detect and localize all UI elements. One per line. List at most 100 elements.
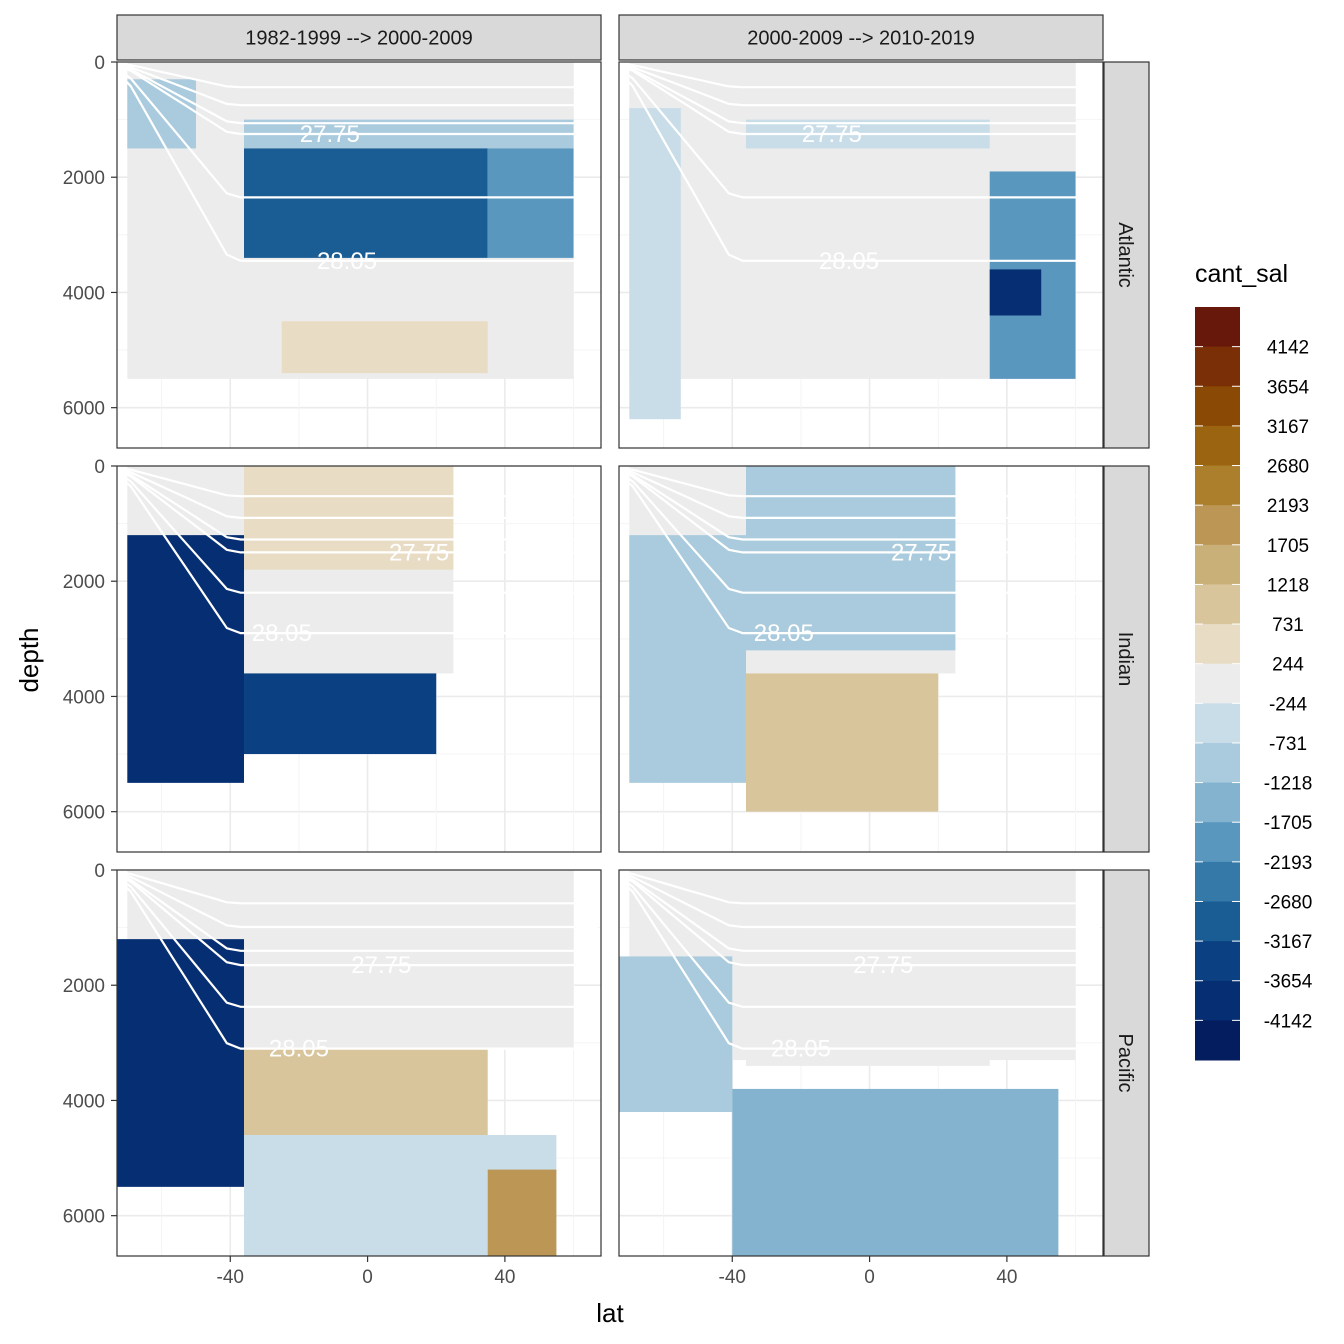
region-strong-negative-block — [244, 148, 488, 258]
isopycnal-label: 27.75 — [389, 539, 449, 566]
isopycnal-line — [117, 62, 598, 89]
isopycnal-line — [117, 469, 598, 554]
legend-swatch — [1195, 425, 1240, 467]
panel-atlantic-1: 27.75 28.05 — [116, 61, 602, 449]
legend-title: cant_sal — [1195, 260, 1288, 288]
x-tick-label: 0 — [362, 1267, 373, 1288]
legend-label: -1218 — [1264, 774, 1313, 795]
region-south-negative-core — [117, 939, 245, 1187]
isopycnal-label: 27.75 — [802, 121, 862, 148]
isopycnal-label: 28.05 — [754, 620, 814, 647]
legend-label: -2680 — [1264, 892, 1313, 913]
isopycnal-line — [619, 469, 1100, 554]
isopycnal-line — [117, 870, 598, 905]
panel-indian-2: 27.75 28.05 — [618, 465, 1104, 853]
isopycnal-line — [117, 467, 598, 520]
isopycnal-line — [619, 878, 1100, 1050]
legend-label: 4142 — [1267, 338, 1309, 359]
region-deep-north-core — [989, 269, 1042, 316]
column-strip-label: 2000-2009 --> 2010-2019 — [747, 28, 974, 50]
legend-label: 2193 — [1267, 496, 1309, 517]
legend-label: -3167 — [1264, 932, 1313, 953]
isopycnal-line — [117, 872, 598, 952]
legend-swatch — [1195, 980, 1240, 1021]
row-strip: Indian — [1103, 465, 1150, 853]
isopycnal-line — [117, 64, 598, 125]
isopycnal-line — [117, 71, 598, 262]
isopycnal-label: 27.75 — [300, 121, 360, 148]
panel-regions — [127, 62, 574, 379]
panel-indian-1: 27.75 28.05 — [116, 465, 602, 853]
isopycnal-label: 28.05 — [819, 248, 879, 275]
y-tick-label: 4000 — [63, 1091, 105, 1112]
x-tick-label: 0 — [864, 1267, 875, 1288]
x-tick-label: -40 — [217, 1267, 244, 1288]
isopycnal-line — [619, 63, 1100, 107]
strip-group: 1982-1999 --> 2000-2009 2000-2009 --> 201… — [116, 14, 1150, 1257]
isopycnal-label: 28.05 — [317, 248, 377, 275]
legend-swatch — [1195, 901, 1240, 942]
isopycnal-line — [619, 471, 1100, 594]
panel-regions — [117, 870, 574, 1256]
legend-swatch — [1195, 782, 1240, 823]
isopycnal-line — [117, 871, 598, 929]
x-axis-title: lat — [596, 1298, 624, 1328]
y-tick-label: 6000 — [63, 803, 105, 824]
y-tick-label: 2000 — [63, 168, 105, 189]
region-deep-positive — [746, 673, 939, 812]
region-deep-negative — [244, 673, 437, 755]
region-north-deep-positive — [487, 1169, 557, 1256]
row-strip-label: Pacific — [1114, 1034, 1136, 1093]
legend-swatch — [1195, 861, 1240, 902]
panel-border — [116, 465, 602, 853]
y-tick-label: 0 — [94, 861, 105, 882]
panel-pacific-1: 27.75 28.05 — [116, 869, 602, 1257]
isopycnal-lines — [619, 62, 1100, 262]
isopycnal-line — [117, 67, 598, 199]
column-strip: 2000-2009 --> 2010-2019 — [618, 14, 1104, 61]
isopycnal-label: 28.05 — [771, 1036, 831, 1063]
legend-label: -244 — [1269, 694, 1307, 715]
isopycnal-line — [619, 67, 1100, 199]
region-positive-block — [746, 165, 990, 293]
isopycnal-lines — [619, 466, 1100, 635]
isopycnal-line — [619, 473, 1100, 635]
legend-label: 3167 — [1267, 417, 1309, 438]
legend-swatch — [1195, 584, 1240, 625]
y-tick-label: 2000 — [63, 572, 105, 593]
legend-swatch — [1195, 386, 1240, 427]
isopycnal-line — [117, 471, 598, 594]
isopycnal-line — [117, 466, 598, 498]
legend-label: 3654 — [1267, 377, 1310, 398]
legend-label: 244 — [1272, 655, 1304, 676]
legend-swatch — [1195, 544, 1240, 585]
region-deep-negative — [732, 1088, 1059, 1256]
row-strip: Pacific — [1103, 869, 1150, 1257]
isopycnal-line — [619, 871, 1100, 929]
region-mid-depth-positive — [244, 1048, 488, 1136]
strip-background — [618, 14, 1104, 61]
isopycnal-lines — [117, 62, 598, 262]
y-tick-label: 0 — [94, 53, 105, 74]
isopycnal-line — [117, 473, 598, 635]
legend-swatch — [1195, 742, 1240, 784]
y-tick-label: 4000 — [63, 283, 105, 304]
legend-swatch — [1195, 346, 1240, 387]
row-strip-label: Indian — [1114, 632, 1136, 687]
y-tick-label: 6000 — [63, 1207, 105, 1228]
region-thin-positive-band — [746, 1048, 990, 1066]
isopycnal-line — [117, 875, 598, 1008]
row-strip: Atlantic — [1103, 61, 1150, 449]
panel-border — [618, 465, 1104, 853]
column-strip-label: 1982-1999 --> 2000-2009 — [245, 28, 472, 50]
panel-group: 27.75 28.05 27.75 28.05 27.75 28.05 27.75 28.05… — [116, 61, 1104, 1257]
axis-group: 020004000600002000400060000200040006000-… — [63, 53, 1018, 1288]
legend-swatch — [1195, 1020, 1240, 1061]
isopycnal-line — [619, 875, 1100, 1008]
isopycnal-line — [619, 467, 1100, 520]
panel-pacific-2: 27.75 28.05 — [618, 869, 1104, 1257]
isopycnal-label: 28.05 — [252, 620, 312, 647]
isopycnal-line — [619, 71, 1100, 262]
y-tick-label: 6000 — [63, 399, 105, 420]
